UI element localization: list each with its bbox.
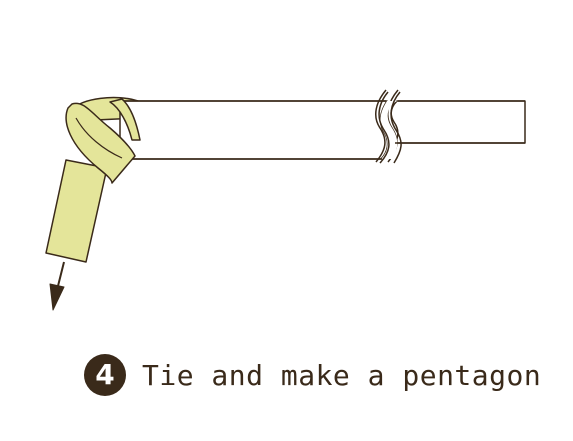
ribbon-front-wrap	[65, 102, 136, 184]
break-gap	[380, 101, 398, 159]
step-caption: 4 Tie and make a pentagon	[84, 353, 541, 397]
bar-left-segment	[119, 100, 389, 160]
step-instruction: Tie and make a pentagon	[142, 358, 542, 392]
bar-edges	[120, 100, 525, 160]
step-number-badge: 4	[84, 354, 126, 396]
bar-right-segment	[390, 100, 526, 144]
ribbon-strip	[45, 159, 108, 263]
break-lines	[378, 91, 402, 164]
ribbon-band	[109, 98, 141, 141]
ribbon-fold-line	[75, 117, 123, 159]
arrow-down-icon	[49, 261, 65, 311]
